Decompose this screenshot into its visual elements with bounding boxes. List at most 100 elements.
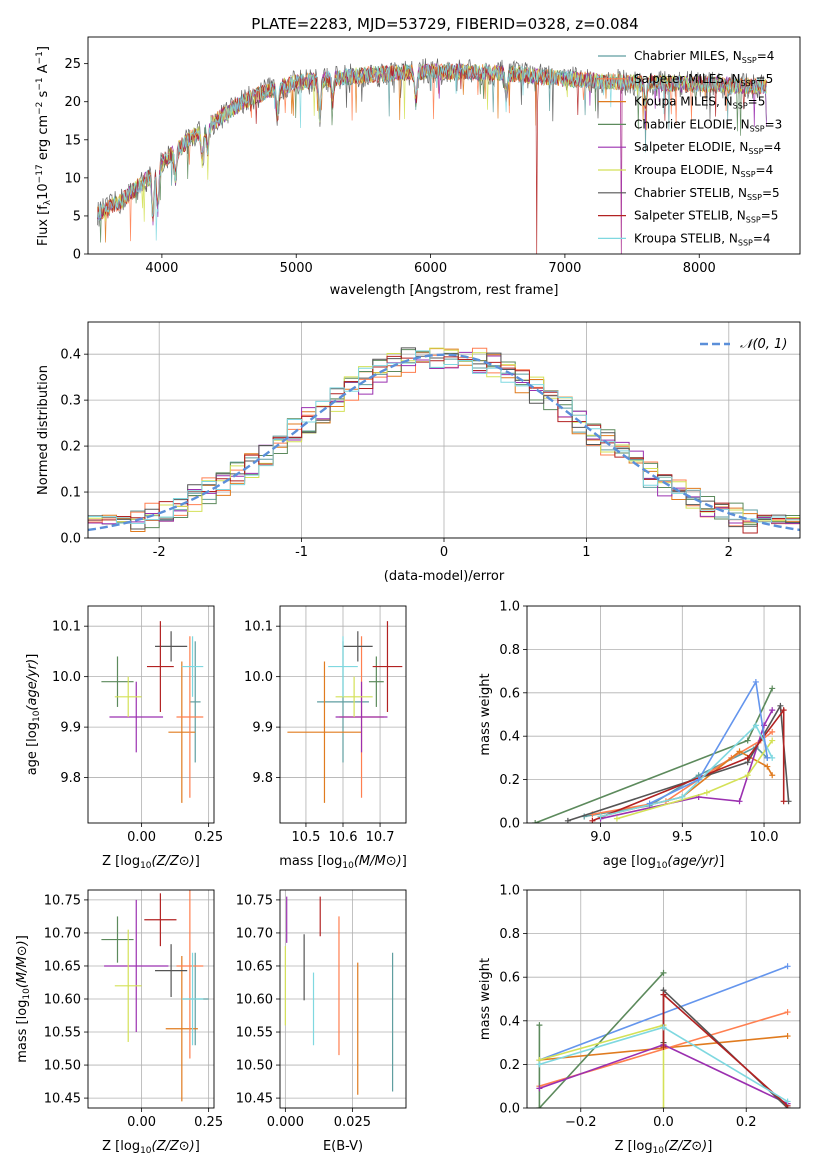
axes-frame	[87, 36, 801, 255]
y-tick-label: 1.0	[499, 884, 520, 899]
weight-marker	[597, 813, 604, 820]
y-tick-label: 10.45	[236, 1092, 273, 1107]
legend-label: Chabrier STELIB, NSSP=5	[634, 186, 780, 202]
weight-marker	[764, 754, 771, 761]
plot-area	[527, 606, 800, 823]
weight-marker	[769, 685, 776, 692]
normal-curve	[88, 353, 800, 532]
x-tick-label: 9.5	[672, 830, 693, 845]
y-tick-label: 0.2	[60, 440, 81, 455]
chart-weight-vs-Z: −0.2 0.0 0.2 0.0 0.2 0.4 0.6 0.8 1.0 Z [log10(Z/Z…	[478, 884, 801, 1156]
legend-label: Chabrier MILES, NSSP=4	[634, 49, 774, 65]
x-axis-label: E(B-V)	[323, 1139, 363, 1154]
weight-marker	[777, 702, 784, 709]
x-tick-label: −0.2	[565, 1115, 597, 1130]
weight-marker	[769, 737, 776, 744]
y-tick-label: 10.1	[244, 620, 273, 635]
x-tick-label: 10.7	[366, 830, 395, 845]
y-tick-label: 0.6	[499, 971, 520, 986]
chart-mass-vs-ebv: 0.000 0.025 10.45 10.50 10.55 10.60 10.65 10.70…	[236, 889, 407, 1154]
weight-marker	[752, 722, 759, 729]
y-axis-label: Normed distribution	[36, 365, 51, 495]
x-axis-label: Z [log10(Z/Z⊙)]	[102, 854, 200, 871]
y-tick-label: 0.0	[499, 1102, 520, 1117]
x-tick-label: 0.00	[127, 830, 156, 845]
weight-marker	[736, 798, 743, 805]
weight-marker	[695, 776, 702, 783]
y-tick-label: 10.70	[236, 926, 273, 941]
x-axis-label: age [log10(age/yr)]	[603, 854, 725, 871]
weight-marker	[769, 728, 776, 735]
plot-area	[280, 890, 406, 1108]
y-tick-label: 10.1	[52, 620, 81, 635]
x-tick-label: 0.000	[267, 1115, 304, 1130]
x-tick-label: -2	[153, 545, 166, 560]
weight-marker	[536, 1022, 543, 1029]
legend-label: Salpeter STELIB, NSSP=5	[634, 209, 778, 225]
y-tick-label: 10.60	[236, 993, 273, 1008]
y-tick-label: 10.0	[244, 670, 273, 685]
weight-marker	[536, 1085, 543, 1092]
y-tick-label: 9.8	[60, 771, 81, 786]
weight-marker	[784, 963, 791, 970]
y-tick-label: 10.0	[52, 670, 81, 685]
chart-mass-vs-Z: 0.00 0.25 10.45 10.50 10.55 10.60 10.65 10.70 10…	[15, 889, 223, 1156]
x-tick-label: 0.2	[736, 1115, 757, 1130]
y-axis-label: mass weight	[478, 958, 493, 1040]
axes-frame	[87, 605, 215, 824]
chart-residuals: -2 -1 0 1 2 0.0 0.1 0.2 0.3 0.4 (data-model)/error…	[36, 321, 801, 584]
x-tick-label: 10.6	[329, 830, 358, 845]
y-tick-label: 0.8	[499, 643, 520, 658]
x-tick-label: 9.0	[590, 830, 611, 845]
x-axis-label: (data-model)/error	[384, 569, 505, 584]
y-tick-label: 0.4	[499, 1014, 520, 1029]
weight-marker	[536, 1105, 543, 1108]
weight-marker	[660, 969, 667, 976]
y-tick-label: 0.4	[60, 348, 81, 363]
y-tick-label: 5	[73, 209, 81, 224]
weight-marker	[532, 820, 539, 823]
plot-area	[88, 322, 800, 538]
weight-marker	[646, 800, 653, 807]
chart-age-vs-mass: 10.5 10.6 10.7 9.8 9.9 10.0 10.1 mass [log10(M/…	[244, 605, 407, 871]
y-tick-label: 0.6	[499, 686, 520, 701]
charts-root: 4000 5000 6000 7000 80000510152025wavelength…	[15, 36, 801, 1156]
axes-frame	[526, 889, 801, 1109]
weight-line	[592, 707, 785, 822]
y-tick-label: 10.65	[44, 959, 81, 974]
weight-marker	[679, 793, 686, 800]
weight-line	[649, 679, 769, 805]
x-tick-label: 4000	[145, 261, 178, 276]
weight-marker	[613, 815, 620, 822]
weight-marker	[769, 772, 776, 779]
x-tick-label: 0.025	[334, 1115, 371, 1130]
y-tick-label: 10.50	[236, 1059, 273, 1074]
x-tick-label: 5000	[280, 261, 313, 276]
weight-line	[538, 972, 665, 1108]
weight-line	[662, 992, 789, 1107]
x-tick-label: 7000	[548, 261, 581, 276]
x-tick-label: 0.0	[653, 1115, 674, 1130]
weight-marker	[736, 748, 743, 755]
y-tick-label: 0.3	[60, 394, 81, 409]
x-tick-label: 10.5	[291, 830, 320, 845]
weight-marker	[752, 678, 759, 685]
weight-line	[616, 740, 773, 820]
axes-frame	[526, 605, 801, 824]
plot-area	[280, 606, 406, 823]
spectrum-line	[97, 63, 767, 241]
y-tick-label: 10.75	[44, 893, 81, 908]
weight-marker	[744, 754, 751, 761]
y-tick-label: 0.2	[499, 773, 520, 788]
plot-area	[88, 890, 214, 1108]
y-tick-label: 10.55	[44, 1026, 81, 1041]
legend-label: Kroupa MILES, NSSP=5	[634, 95, 765, 111]
y-axis-label: mass weight	[478, 673, 493, 755]
weight-line	[600, 724, 773, 818]
y-tick-label: 15	[64, 133, 81, 148]
y-tick-label: 9.9	[60, 721, 81, 736]
x-tick-label: 0.25	[194, 1115, 223, 1130]
weight-marker	[744, 772, 751, 779]
axes-frame	[279, 605, 407, 824]
